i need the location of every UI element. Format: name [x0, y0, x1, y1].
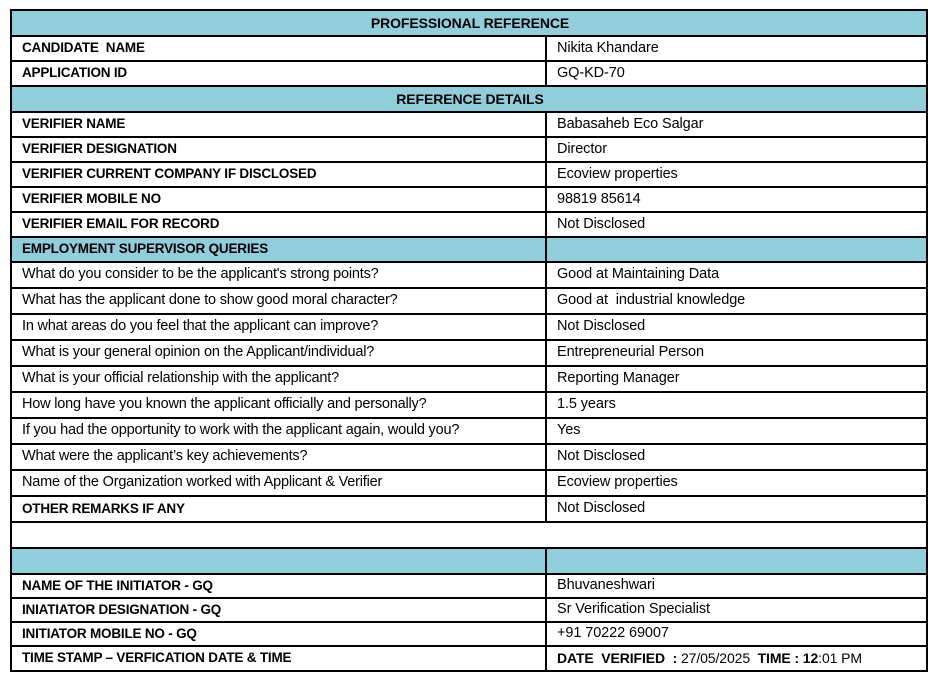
row-other-remarks: OTHER REMARKS IF ANY Not Disclosed: [10, 495, 928, 523]
candidate-name-label: CANDIDATE NAME: [10, 35, 547, 62]
query-question: What is your official relationship with …: [10, 365, 547, 393]
verifier-mobile-label: VERIFIER MOBILE NO: [10, 186, 547, 213]
spacer-blue-right-cell: [545, 547, 928, 575]
query-answer: Good at Maintaining Data: [545, 261, 928, 289]
main-title: PROFESSIONAL REFERENCE: [10, 9, 928, 37]
row-initiator-name: NAME OF THE INITIATOR - GQ Bhuvaneshwari: [10, 573, 928, 599]
query-answer: Not Disclosed: [545, 313, 928, 341]
reference-details-title: REFERENCE DETAILS: [10, 85, 928, 113]
queries-title-empty-cell: [545, 236, 928, 263]
verifier-company-value: Ecoview properties: [545, 161, 928, 188]
verifier-name-value: Babasaheb Eco Salgar: [545, 111, 928, 138]
query-question: What has the applicant done to show good…: [10, 287, 547, 315]
row-verifier-company: VERIFIER CURRENT COMPANY IF DISCLOSED Ec…: [10, 161, 928, 188]
row-verifier-mobile: VERIFIER MOBILE NO 98819 85614: [10, 186, 928, 213]
row-timestamp: TIME STAMP – VERFICATION DATE & TIME DAT…: [10, 645, 928, 672]
timestamp-time-rest: :01 PM: [818, 650, 862, 667]
timestamp-date-label: DATE VERIFIED :: [557, 650, 681, 667]
row-query-known-duration: How long have you known the applicant of…: [10, 391, 928, 419]
other-remarks-value: Not Disclosed: [545, 495, 928, 523]
row-candidate-name: CANDIDATE NAME Nikita Khandare: [10, 35, 928, 62]
query-question: If you had the opportunity to work with …: [10, 417, 547, 445]
row-query-general-opinion: What is your general opinion on the Appl…: [10, 339, 928, 367]
row-verifier-name: VERIFIER NAME Babasaheb Eco Salgar: [10, 111, 928, 138]
query-question: What is your general opinion on the Appl…: [10, 339, 547, 367]
row-spacer-white: [10, 521, 928, 549]
row-query-work-again: If you had the opportunity to work with …: [10, 417, 928, 445]
application-id-value: GQ-KD-70: [545, 60, 928, 87]
row-query-improve: In what areas do you feel that the appli…: [10, 313, 928, 341]
timestamp-date-value: 27/05/2025: [680, 650, 758, 667]
query-answer: Entrepreneurial Person: [545, 339, 928, 367]
row-query-official-relationship: What is your official relationship with …: [10, 365, 928, 393]
row-initiator-mobile: INITIATOR MOBILE NO - GQ +91 70222 69007: [10, 621, 928, 647]
verifier-mobile-value: 98819 85614: [545, 186, 928, 213]
row-application-id: APPLICATION ID GQ-KD-70: [10, 60, 928, 87]
professional-reference-table: PROFESSIONAL REFERENCE CANDIDATE NAME Ni…: [10, 9, 928, 672]
initiator-mobile-label: INITIATOR MOBILE NO - GQ: [10, 621, 547, 647]
query-answer: Reporting Manager: [545, 365, 928, 393]
timestamp-label: TIME STAMP – VERFICATION DATE & TIME: [10, 645, 547, 672]
query-answer: Yes: [545, 417, 928, 445]
query-answer: Not Disclosed: [545, 443, 928, 471]
initiator-designation-value: Sr Verification Specialist: [545, 597, 928, 623]
row-query-organization: Name of the Organization worked with App…: [10, 469, 928, 497]
query-question: In what areas do you feel that the appli…: [10, 313, 547, 341]
verifier-company-label: VERIFIER CURRENT COMPANY IF DISCLOSED: [10, 161, 547, 188]
verifier-email-label: VERIFIER EMAIL FOR RECORD: [10, 211, 547, 238]
row-verifier-designation: VERIFIER DESIGNATION Director: [10, 136, 928, 163]
verifier-designation-value: Director: [545, 136, 928, 163]
query-answer: Ecoview properties: [545, 469, 928, 497]
row-query-moral-character: What has the applicant done to show good…: [10, 287, 928, 315]
row-query-strong-points: What do you consider to be the applicant…: [10, 261, 928, 289]
row-main-title: PROFESSIONAL REFERENCE: [10, 9, 928, 37]
query-question: What do you consider to be the applicant…: [10, 261, 547, 289]
queries-title: EMPLOYMENT SUPERVISOR QUERIES: [10, 236, 547, 263]
verifier-email-value: Not Disclosed: [545, 211, 928, 238]
row-initiator-designation: INIATIATOR DESIGNATION - GQ Sr Verificat…: [10, 597, 928, 623]
row-verifier-email: VERIFIER EMAIL FOR RECORD Not Disclosed: [10, 211, 928, 238]
row-reference-details-title: REFERENCE DETAILS: [10, 85, 928, 113]
reference-report-sheet: PROFESSIONAL REFERENCE CANDIDATE NAME Ni…: [10, 9, 928, 672]
timestamp-time-label: TIME :: [757, 650, 803, 667]
candidate-name-value: Nikita Khandare: [545, 35, 928, 62]
row-spacer-blue: [10, 547, 928, 575]
timestamp-value: DATE VERIFIED : 27/05/2025 TIME : 12:01 …: [545, 645, 928, 672]
query-question: Name of the Organization worked with App…: [10, 469, 547, 497]
query-answer: Good at industrial knowledge: [545, 287, 928, 315]
query-answer: 1.5 years: [545, 391, 928, 419]
spacer-blue-left-cell: [10, 547, 547, 575]
initiator-mobile-value: +91 70222 69007: [545, 621, 928, 647]
query-question: How long have you known the applicant of…: [10, 391, 547, 419]
row-query-key-achievements: What were the applicant’s key achievemen…: [10, 443, 928, 471]
spacer-white-cell: [10, 521, 928, 549]
query-question: What were the applicant’s key achievemen…: [10, 443, 547, 471]
row-queries-title: EMPLOYMENT SUPERVISOR QUERIES: [10, 236, 928, 263]
initiator-designation-label: INIATIATOR DESIGNATION - GQ: [10, 597, 547, 623]
application-id-label: APPLICATION ID: [10, 60, 547, 87]
timestamp-time-hour: 12: [802, 650, 819, 667]
other-remarks-label: OTHER REMARKS IF ANY: [10, 495, 547, 523]
initiator-name-label: NAME OF THE INITIATOR - GQ: [10, 573, 547, 599]
verifier-name-label: VERIFIER NAME: [10, 111, 547, 138]
initiator-name-value: Bhuvaneshwari: [545, 573, 928, 599]
verifier-designation-label: VERIFIER DESIGNATION: [10, 136, 547, 163]
